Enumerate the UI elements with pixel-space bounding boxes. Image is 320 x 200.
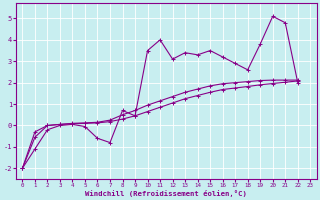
X-axis label: Windchill (Refroidissement éolien,°C): Windchill (Refroidissement éolien,°C) bbox=[85, 190, 247, 197]
